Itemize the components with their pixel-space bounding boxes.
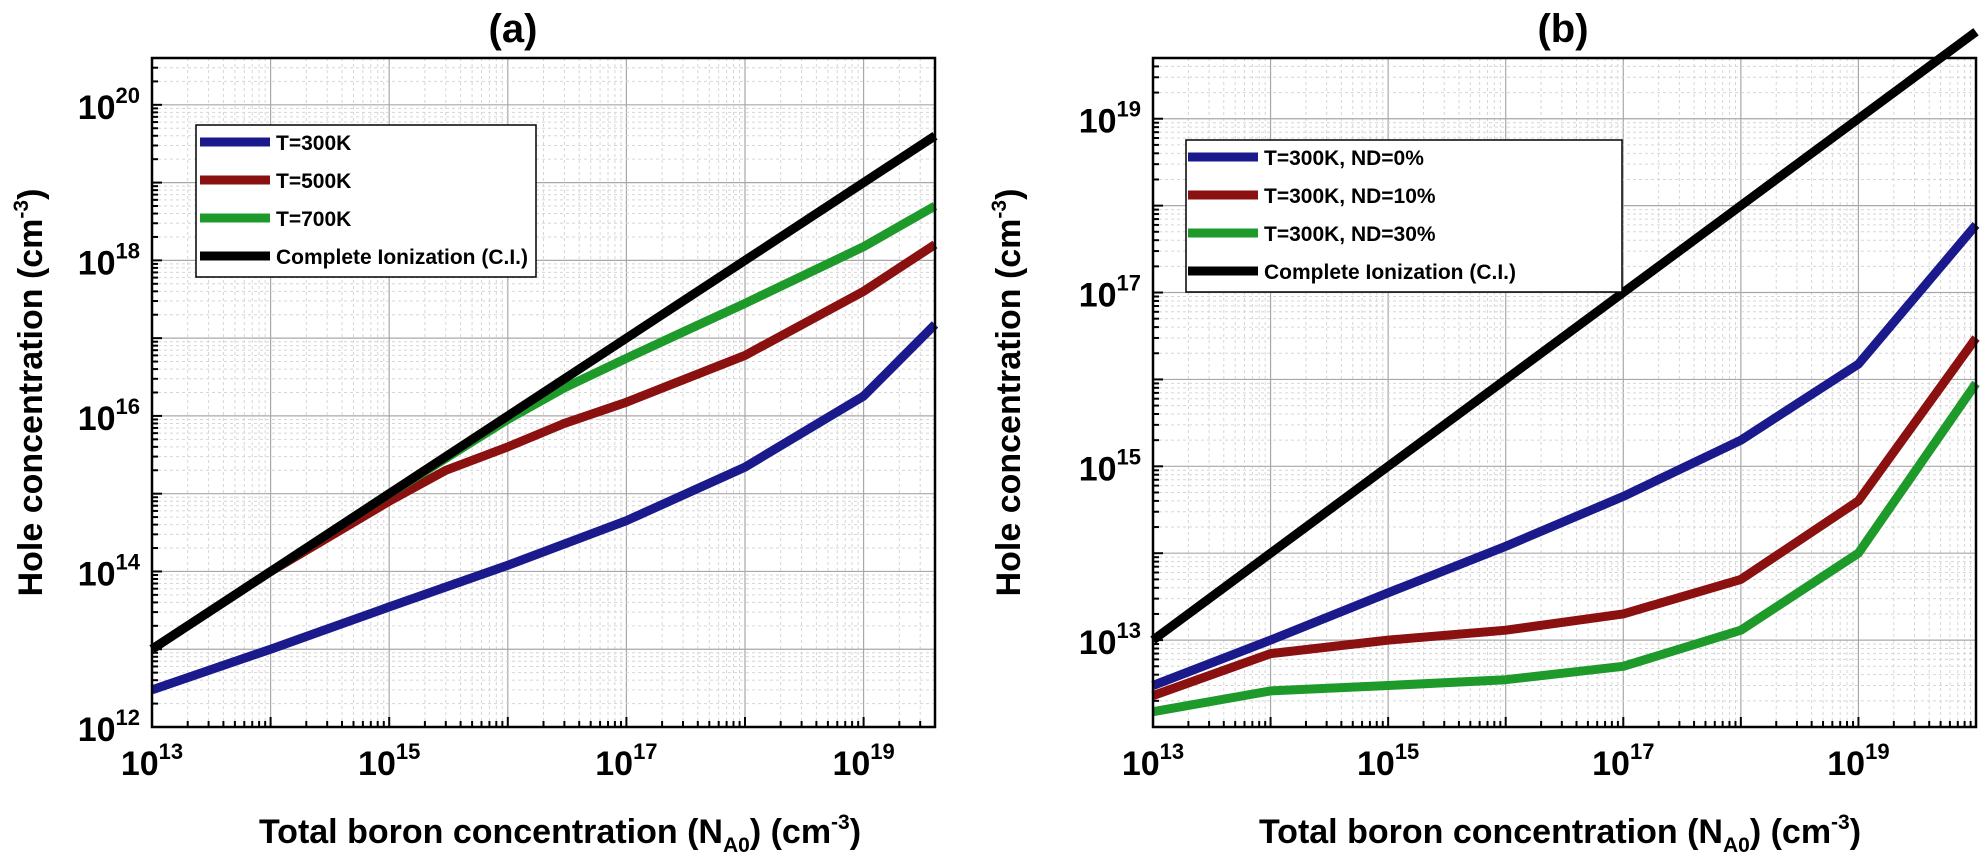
legend-label: T=300K <box>276 132 351 155</box>
y-tick-label: 1020 <box>78 83 140 127</box>
y-tick-label: 1017 <box>1079 271 1141 315</box>
x-tick-label: 1017 <box>1592 739 1654 783</box>
legend-box <box>1185 139 1623 293</box>
x-tick-label: 1013 <box>121 739 183 783</box>
x-axis-label: Total boron concentration (NA0) (cm-3) <box>1259 811 1861 857</box>
series-group <box>149 132 939 695</box>
y-axis-label: Hole concentration (cm-3) <box>988 189 1028 597</box>
legend-label: T=300K, ND=10% <box>1264 185 1436 208</box>
legend-label: T=500K <box>276 170 351 193</box>
series-line-0 <box>1151 221 1980 690</box>
y-tick-label: 1014 <box>78 549 141 593</box>
y-tick-label: 1012 <box>78 705 140 749</box>
series-line-0 <box>150 321 939 695</box>
x-tick-label: 1019 <box>832 739 894 783</box>
x-tick-label: 1019 <box>1827 739 1889 783</box>
y-tick-label: 1018 <box>78 238 140 282</box>
y-tick-label: 1013 <box>1079 618 1141 662</box>
plot-frame <box>1151 56 1978 729</box>
y-tick-label: 1015 <box>1079 444 1141 488</box>
series-line-1 <box>1151 335 1980 700</box>
legend: T=300K T=500K T=700K Complete Ionization (C… <box>195 124 537 278</box>
legend-label: T=700K <box>276 208 351 231</box>
legend-label: T=300K, ND=0% <box>1264 147 1424 170</box>
legend-label: T=300K, ND=30% <box>1264 223 1436 246</box>
x-tick-label: 1015 <box>358 739 420 783</box>
plot-frame <box>150 56 937 729</box>
y-tick-label: 1019 <box>1079 97 1141 141</box>
x-tick-label: 1015 <box>1357 739 1419 783</box>
legend: T=300K, ND=0% T=300K, ND=10% T=300K, ND=30… <box>1185 139 1623 293</box>
grid <box>1152 57 1977 728</box>
x-axis-label: Total boron concentration (NA0) (cm-3) <box>259 811 861 857</box>
panel-title: (a) <box>489 7 538 51</box>
series-line-3 <box>149 132 938 653</box>
y-axis-label: Hole concentration (cm-3) <box>10 189 50 597</box>
series-group <box>1150 28 1980 717</box>
legend-label: Complete Ionization (C.I.) <box>276 246 528 269</box>
x-tick-label: 1013 <box>1122 739 1184 783</box>
series-line-2 <box>1152 380 1980 717</box>
y-tick-label: 1016 <box>78 394 140 438</box>
legend-label: Complete Ionization (C.I.) <box>1264 261 1516 284</box>
chart-panel-a: 1013 1015 1017 1019 1012 1014 1016 1018 1020 (a) T… <box>10 7 939 857</box>
x-tick-label: 1017 <box>595 739 657 783</box>
chart-panel-b: 1013 1015 1017 1019 1013 1015 1017 1019 (b) Total… <box>988 7 1980 857</box>
panel-title: (b) <box>1537 7 1588 51</box>
series-line-3 <box>1150 28 1979 644</box>
